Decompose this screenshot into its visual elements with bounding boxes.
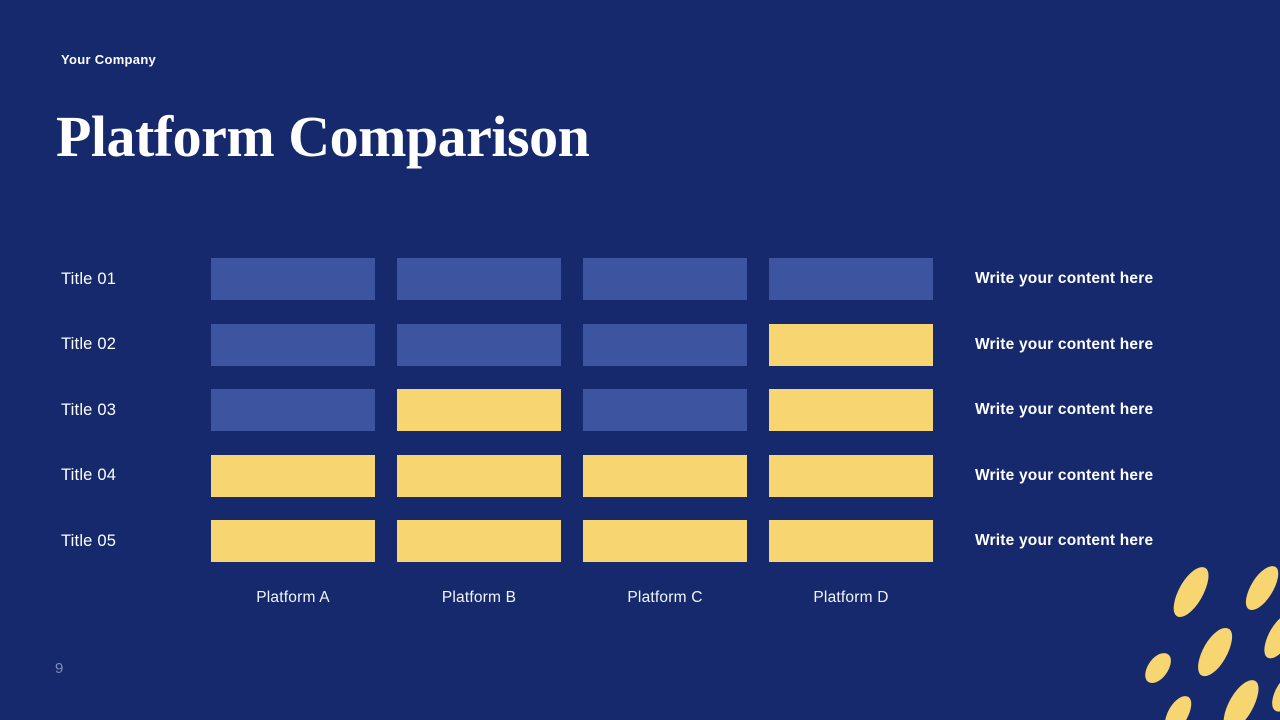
column-label: Platform C [627, 589, 703, 606]
row-content-placeholder: Write your content here [975, 466, 1154, 484]
row-label: Title 03 [61, 400, 117, 419]
table-row: Title 01 Write your content here [0, 258, 1280, 300]
matrix-cell [769, 520, 933, 562]
company-name: Your Company [61, 52, 157, 67]
slide-title: Platform Comparison [56, 104, 590, 169]
row-content-placeholder: Write your content here [975, 401, 1154, 418]
brush-stroke-blob [1266, 667, 1280, 717]
comparison-matrix: Title 01 Write your content here Title 02 W… [0, 258, 1280, 568]
column-label: Platform A [256, 589, 330, 606]
matrix-cell [769, 323, 933, 366]
column-label: Platform B [441, 589, 517, 606]
brush-stroke-blob [1257, 608, 1280, 664]
table-row: Title 02 Write your content here [0, 323, 1280, 366]
brush-stroke-blob [1159, 691, 1197, 720]
page-number: 9 [55, 660, 64, 677]
matrix-cell [211, 454, 375, 497]
brush-stroke-blob [1139, 648, 1177, 688]
matrix-cell [211, 323, 375, 366]
matrix-cell [397, 323, 561, 366]
row-label: Title 04 [61, 466, 117, 484]
matrix-cell [397, 454, 561, 497]
row-label: Title 05 [61, 531, 117, 550]
brush-stroke-blob [1216, 674, 1266, 720]
row-content-placeholder: Write your content here [975, 270, 1154, 287]
matrix-cell [211, 389, 375, 431]
matrix-cell [211, 520, 375, 562]
matrix-cell [583, 454, 747, 497]
matrix-cell [583, 323, 747, 366]
matrix-cell [397, 258, 561, 300]
row-content-placeholder: Write your content here [975, 335, 1154, 353]
matrix-cell [397, 520, 561, 562]
row-label: Title 02 [61, 335, 117, 353]
table-row: Title 03 Write your content here [0, 389, 1280, 431]
column-labels: Platform A Platform B Platform C Platform D [0, 585, 1280, 611]
row-label: Title 01 [61, 269, 117, 288]
row-content-placeholder: Write your content here [975, 532, 1154, 549]
table-row: Title 05 Write your content here [0, 520, 1280, 562]
matrix-cell [769, 454, 933, 497]
matrix-cell [583, 258, 747, 300]
table-row: Title 04 Write your content here [0, 454, 1280, 497]
matrix-cell [583, 389, 747, 431]
column-label: Platform D [813, 589, 889, 606]
matrix-cell [211, 258, 375, 300]
brush-stroke-blob [1191, 622, 1239, 682]
matrix-cell [769, 258, 933, 300]
matrix-cell [397, 389, 561, 431]
matrix-cell [583, 520, 747, 562]
matrix-cell [769, 389, 933, 431]
